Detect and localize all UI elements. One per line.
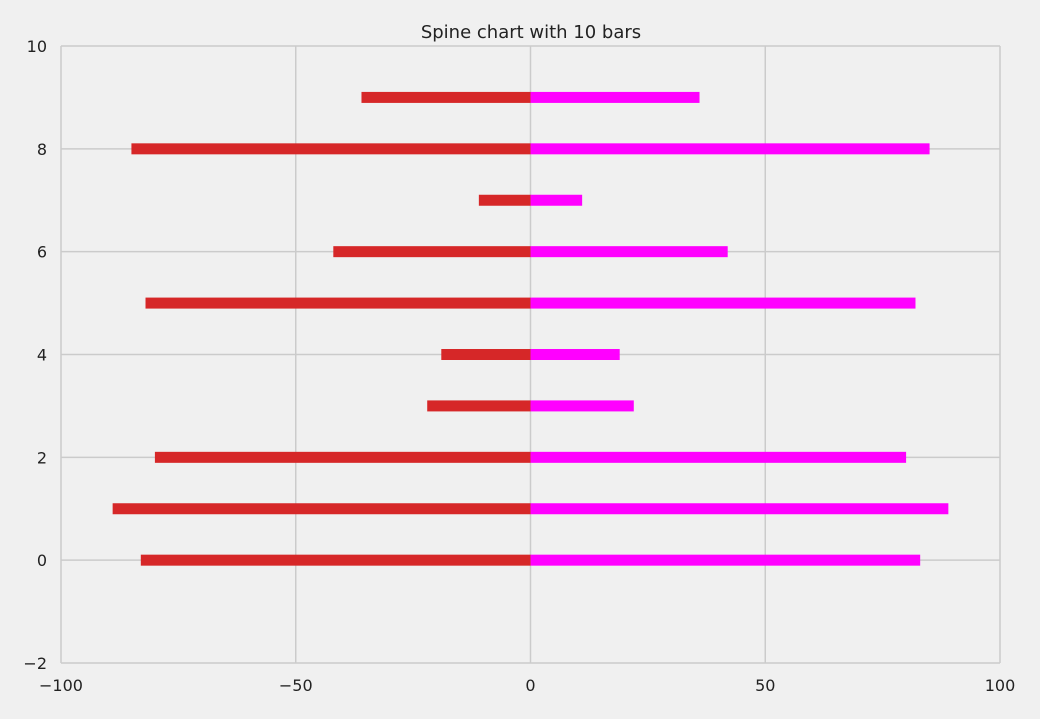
negative-bar-0 [140, 554, 531, 566]
positive-bar-2 [530, 451, 907, 463]
negative-bar-7 [478, 194, 531, 206]
y-tick-label-0: −2 [23, 654, 47, 673]
negative-bar-9 [361, 91, 531, 103]
x-tick-label-2: 0 [525, 676, 535, 695]
x-tick-label-0: −100 [39, 676, 83, 695]
positive-bar-1 [530, 503, 949, 515]
negative-bar-8 [131, 143, 531, 155]
y-tick-label-4: 6 [37, 243, 47, 262]
y-tick-label-2: 2 [37, 448, 47, 467]
x-tick-label-3: 50 [755, 676, 775, 695]
y-tick-label-3: 4 [37, 346, 47, 365]
negative-bar-6 [333, 246, 531, 258]
x-tick-label-1: −50 [279, 676, 313, 695]
positive-bar-7 [530, 194, 583, 206]
y-tick-label-5: 8 [37, 140, 47, 159]
negative-bar-2 [154, 451, 531, 463]
positive-bar-4 [530, 349, 620, 360]
bars [112, 91, 949, 566]
negative-bar-3 [427, 400, 531, 412]
positive-bar-8 [530, 143, 930, 155]
tick-labels: −100 −50 0 50 100 −2 0 2 4 6 8 10 [23, 37, 1015, 695]
y-tick-label-1: 0 [37, 551, 47, 570]
positive-bar-5 [530, 297, 916, 309]
positive-bar-6 [530, 246, 728, 258]
y-tick-label-6: 10 [27, 37, 47, 56]
chart-title: Spine chart with 10 bars [421, 22, 641, 43]
negative-bar-4 [441, 349, 531, 360]
positive-bar-9 [530, 91, 700, 103]
negative-bar-5 [145, 297, 531, 309]
positive-bar-0 [530, 554, 921, 566]
negative-bar-1 [112, 503, 531, 515]
x-tick-label-4: 100 [985, 676, 1016, 695]
positive-bar-3 [530, 400, 634, 412]
